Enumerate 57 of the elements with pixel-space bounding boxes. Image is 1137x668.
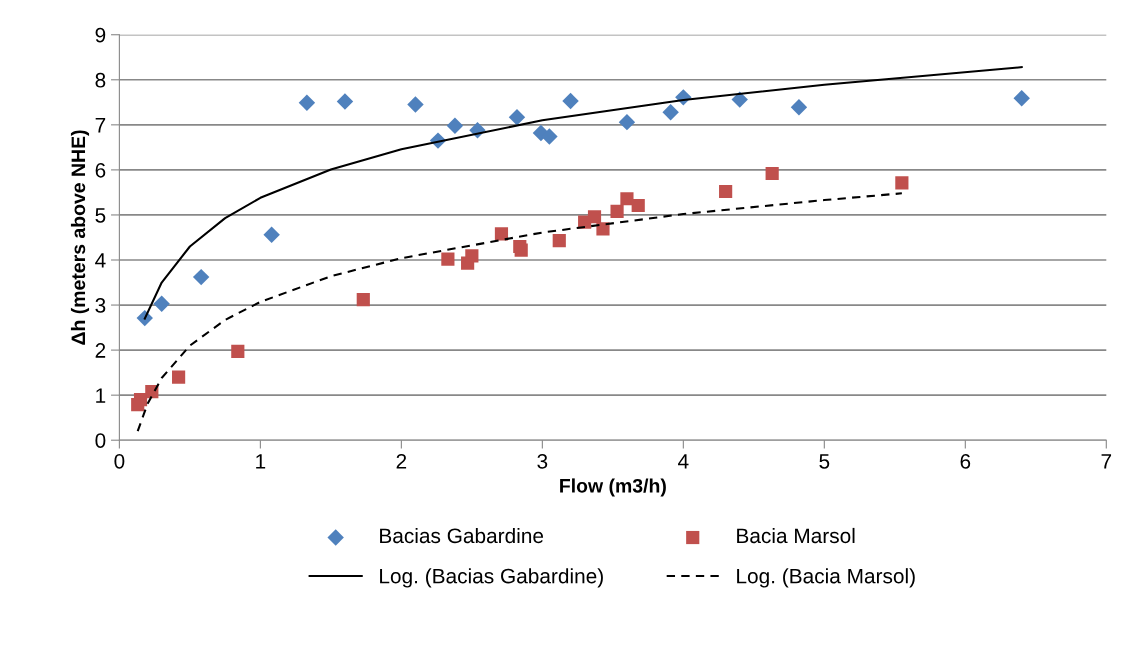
point [790,99,808,116]
x-tick-label: 1 [256,454,266,469]
point [263,226,280,243]
point [610,204,624,218]
point [441,252,455,266]
point [153,295,170,312]
point [587,210,602,224]
point [465,249,479,263]
point [1013,90,1030,107]
point [562,92,579,110]
point [765,166,779,181]
point [731,91,748,108]
point [508,108,526,126]
point [494,227,509,241]
point [620,192,634,206]
y-tick-label: 2 [95,343,106,358]
point [552,234,566,248]
point [298,94,316,111]
point [618,113,636,131]
x-tick-label: 2 [396,453,407,469]
point [631,198,645,213]
y-tick-label: 0 [95,433,106,448]
x-tick-label: 7 [1101,454,1112,469]
y-tick-label: 6 [95,162,106,178]
legend-label: Log. (Bacia Marsol) [737,568,915,588]
y-tick-label: 1 [96,388,106,403]
point [719,184,733,199]
x-tick-label: 0 [114,453,125,469]
point [356,293,370,307]
point [446,117,464,134]
legend-label: Bacia Marsol [737,527,855,544]
x-tick-label: 5 [819,454,830,469]
point [541,128,558,145]
y-tick-label: 4 [95,253,106,268]
point [407,96,424,113]
x-tick-label: 3 [537,453,548,469]
x-axis-title: Flow (m3/h) [560,478,666,497]
point [336,93,354,110]
point [172,370,186,384]
y-tick-label: 3 [95,298,106,313]
point [192,268,210,286]
y-tick-label: 8 [95,72,106,88]
point [662,104,679,121]
point [514,243,528,257]
point [231,344,245,359]
point [133,393,148,407]
point [895,176,909,190]
y-tick-label: 9 [95,27,106,43]
legend-label: Bacias Gabardine [380,527,544,544]
x-tick-label: 4 [678,454,689,469]
y-tick-label: 5 [95,208,106,223]
point [136,309,153,327]
x-tick-label: 6 [960,453,971,469]
legend-label: Log. (Bacias Gabardine) [380,568,603,588]
y-axis-title: Δh (meters above NHE) [70,130,90,345]
point [596,222,610,236]
y-tick-label: 7 [95,118,106,133]
